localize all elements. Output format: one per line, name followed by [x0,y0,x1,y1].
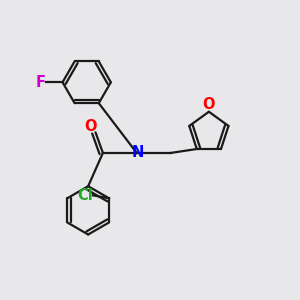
Text: N: N [131,146,143,160]
Text: F: F [36,75,46,90]
Text: Cl: Cl [77,188,93,203]
Text: O: O [202,97,215,112]
Text: O: O [85,119,97,134]
